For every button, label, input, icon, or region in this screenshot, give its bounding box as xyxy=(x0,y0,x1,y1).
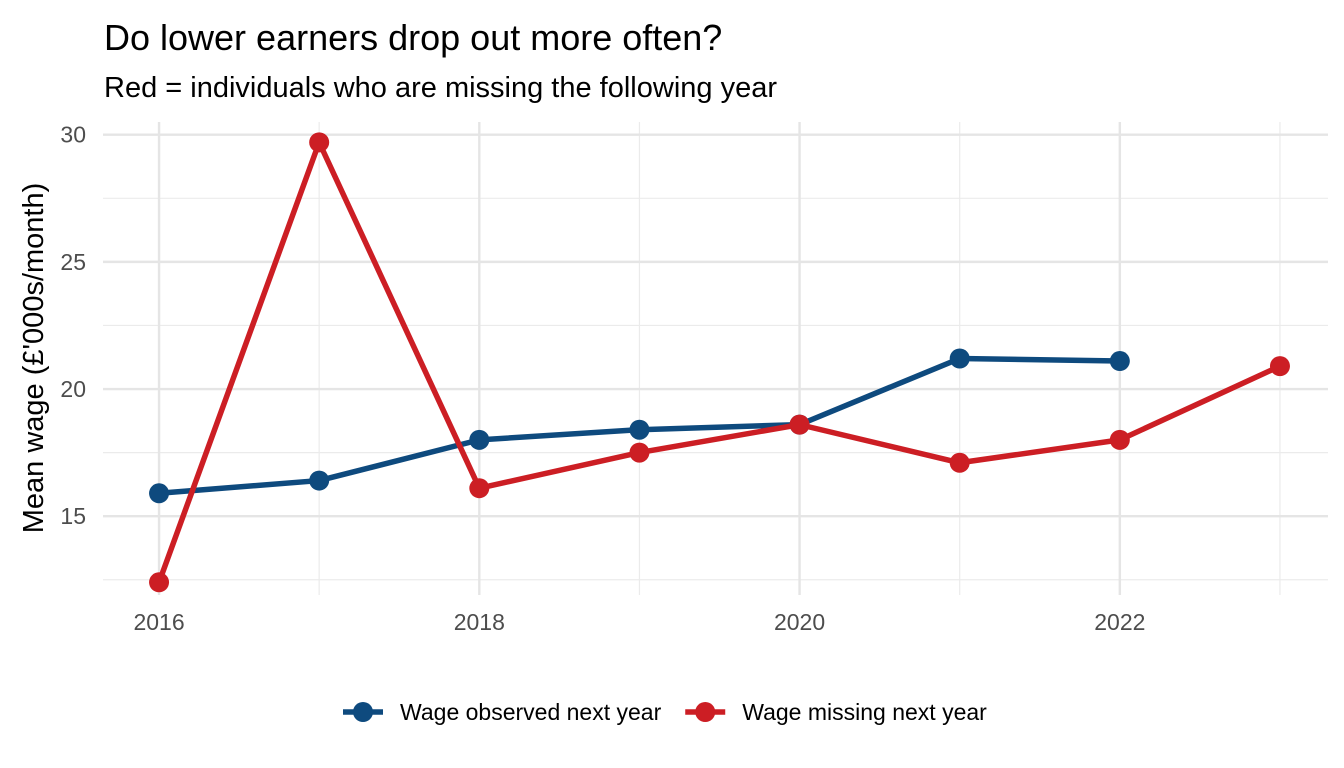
data-point-series-1 xyxy=(949,348,970,369)
chart-subtitle: Red = individuals who are missing the fo… xyxy=(104,72,777,104)
x-tick-label: 2020 xyxy=(774,609,825,635)
data-point-series-2 xyxy=(629,442,650,463)
data-point-series-2 xyxy=(949,452,970,473)
data-point-series-1 xyxy=(309,470,330,491)
legend: Wage observed next year Wage missing next… xyxy=(343,699,987,725)
chart-title: Do lower earners drop out more often? xyxy=(104,17,722,58)
legend-label-1: Wage observed next year xyxy=(400,699,662,725)
data-point-series-1 xyxy=(1109,351,1130,372)
legend-label-2: Wage missing next year xyxy=(742,699,987,725)
data-point-series-1 xyxy=(469,429,490,450)
y-tick-label: 20 xyxy=(60,376,86,402)
data-point-series-2 xyxy=(789,414,810,435)
y-tick-label: 30 xyxy=(60,122,86,148)
grid xyxy=(103,122,1328,595)
data-point-series-2 xyxy=(1109,429,1130,450)
data-point-series-2 xyxy=(469,478,490,499)
series xyxy=(149,132,1290,593)
data-point-series-2 xyxy=(1269,356,1290,377)
data-point-series-2 xyxy=(309,132,330,153)
data-point-series-2 xyxy=(149,572,170,593)
legend-key-point-2 xyxy=(695,702,716,722)
legend-key-point-1 xyxy=(353,702,373,722)
x-tick-label: 2022 xyxy=(1094,609,1145,635)
axis-ticks: 2016 2018 2020 2022 15 20 25 30 xyxy=(60,122,1145,635)
x-tick-label: 2016 xyxy=(133,609,184,635)
y-tick-label: 25 xyxy=(60,249,86,275)
series-line-2 xyxy=(156,139,1282,584)
x-tick-label: 2018 xyxy=(454,609,505,635)
data-point-series-1 xyxy=(149,483,170,504)
data-point-series-1 xyxy=(629,419,650,440)
y-axis-title: Mean wage (£'000s/month) xyxy=(18,183,50,534)
y-tick-label: 15 xyxy=(60,503,86,529)
